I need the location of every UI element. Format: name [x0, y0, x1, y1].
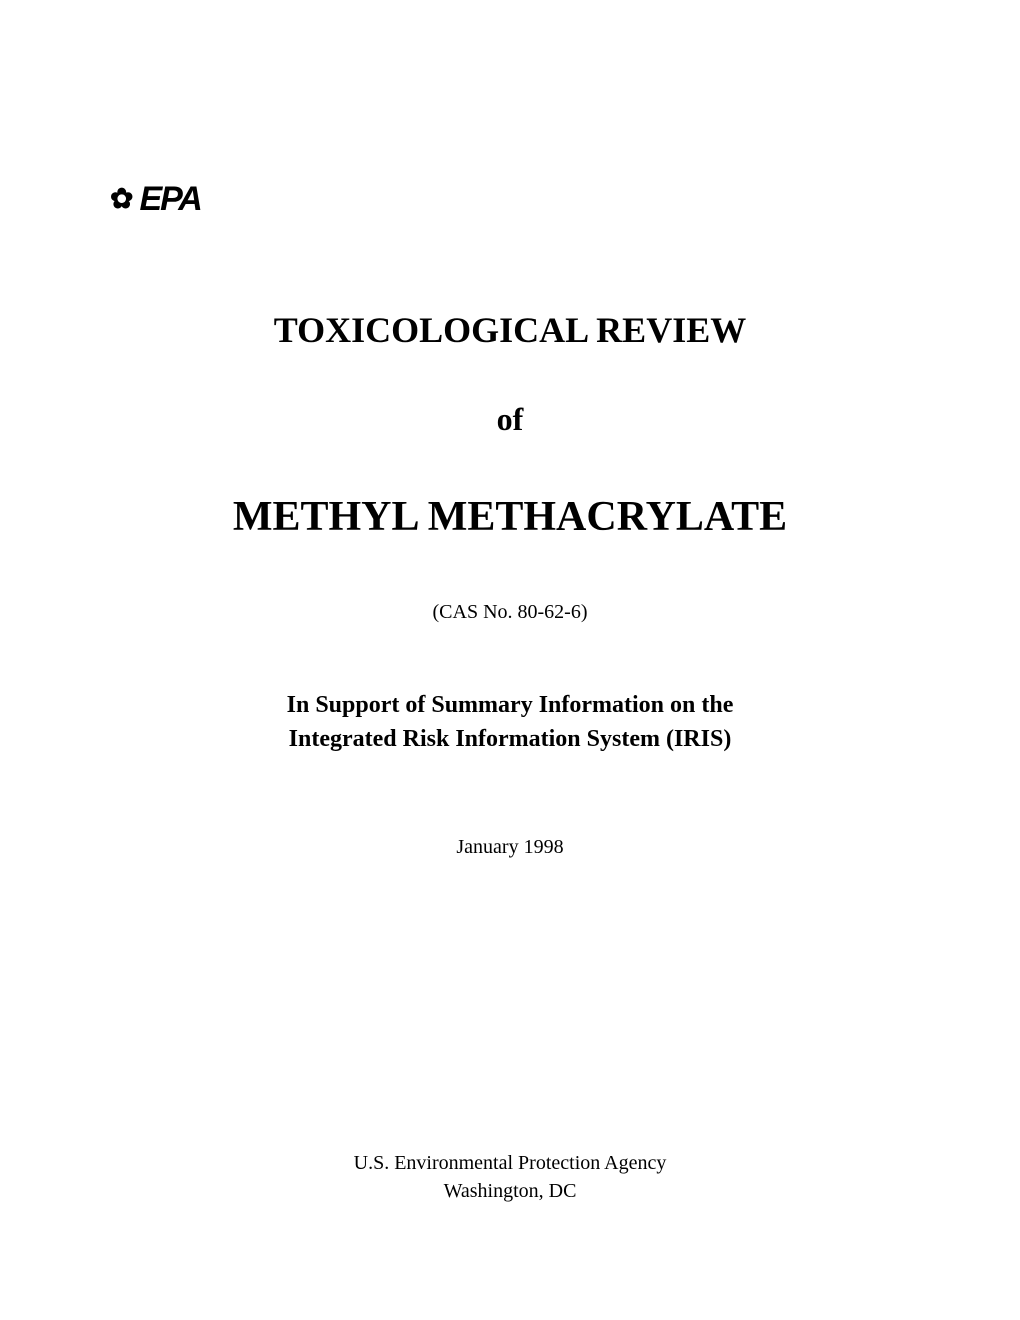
epa-symbol-icon: ✿	[110, 186, 133, 214]
publication-date: January 1998	[150, 836, 870, 859]
title-line-3: METHYL METHACRYLATE	[150, 493, 870, 541]
document-content: TOXICOLOGICAL REVIEW of METHYL METHACRYL…	[110, 309, 910, 1205]
cas-number: (CAS No. 80-62-6)	[150, 601, 870, 624]
epa-logo-text: EPA	[139, 180, 200, 219]
agency-info: U.S. Environmental Protection Agency Was…	[150, 1149, 870, 1205]
support-text: In Support of Summary Information on the…	[150, 689, 870, 756]
agency-name: U.S. Environmental Protection Agency	[150, 1149, 870, 1177]
title-line-2: of	[150, 401, 870, 438]
epa-logo: ✿ EPA	[110, 180, 910, 219]
support-line-1: In Support of Summary Information on the	[150, 689, 870, 723]
document-page: ✿ EPA TOXICOLOGICAL REVIEW of METHYL MET…	[0, 0, 1020, 1285]
agency-location: Washington, DC	[150, 1177, 870, 1205]
support-line-2: Integrated Risk Information System (IRIS…	[150, 723, 870, 757]
title-line-1: TOXICOLOGICAL REVIEW	[150, 309, 870, 351]
